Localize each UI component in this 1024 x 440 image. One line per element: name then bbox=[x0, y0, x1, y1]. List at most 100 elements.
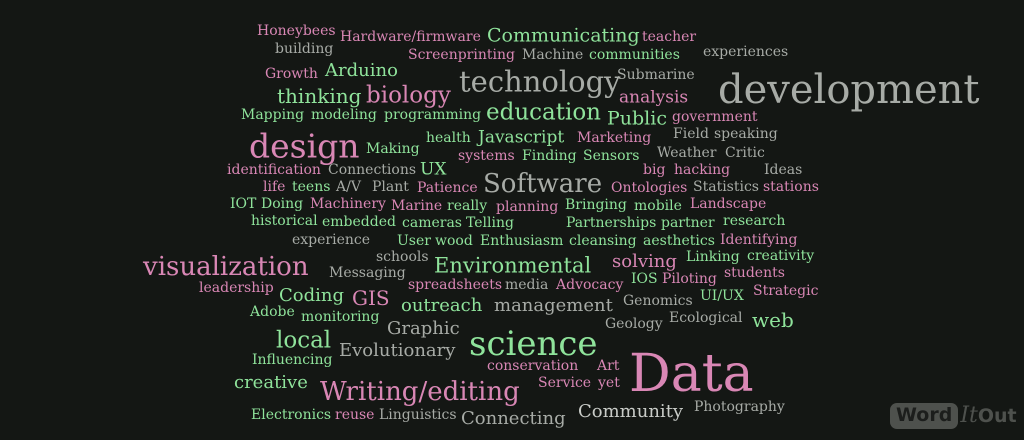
cloud-word: aesthetics bbox=[643, 233, 715, 249]
cloud-word: Coding bbox=[279, 285, 345, 306]
cloud-word: Screenprinting bbox=[408, 47, 515, 63]
cloud-word: speaking bbox=[714, 126, 778, 142]
cloud-word: User bbox=[397, 233, 431, 249]
cloud-word: Software bbox=[483, 169, 603, 199]
cloud-word: thinking bbox=[277, 84, 362, 108]
cloud-word: Machine bbox=[522, 47, 584, 63]
cloud-word: science bbox=[469, 324, 598, 364]
cloud-word: spreadsheets bbox=[408, 277, 503, 293]
cloud-word: modeling bbox=[311, 107, 377, 123]
cloud-word: Data bbox=[629, 344, 754, 404]
cloud-word: Linking bbox=[686, 249, 740, 265]
logo-out: Out bbox=[977, 404, 1017, 427]
cloud-word: design bbox=[249, 126, 360, 166]
cloud-word: Piloting bbox=[662, 271, 717, 287]
cloud-word: teens bbox=[292, 179, 331, 195]
cloud-word: UI/UX bbox=[700, 288, 744, 304]
cloud-word: Electronics bbox=[251, 407, 332, 423]
cloud-word: Geology bbox=[605, 316, 663, 332]
cloud-word: leadership bbox=[199, 280, 274, 296]
cloud-word: Marketing bbox=[577, 130, 652, 146]
cloud-word: research bbox=[723, 213, 786, 229]
cloud-word: stations bbox=[763, 179, 819, 195]
cloud-word: hacking bbox=[674, 162, 731, 178]
cloud-word: mobile bbox=[634, 198, 682, 214]
cloud-word: Community bbox=[578, 401, 684, 422]
cloud-word: IOT bbox=[230, 196, 257, 212]
cloud-word: Plant bbox=[372, 179, 409, 195]
cloud-word: Telling bbox=[466, 215, 514, 231]
cloud-word: outreach bbox=[401, 295, 483, 316]
cloud-word: Sensors bbox=[583, 148, 640, 164]
cloud-word: Patience bbox=[417, 180, 478, 196]
cloud-word: Doing bbox=[261, 196, 304, 212]
cloud-word: teacher bbox=[642, 29, 697, 45]
cloud-word: biology bbox=[366, 82, 451, 109]
cloud-word: GIS bbox=[352, 286, 390, 310]
cloud-word: Mapping bbox=[241, 107, 305, 123]
cloud-word: Javascript bbox=[478, 127, 565, 148]
cloud-word: life bbox=[263, 179, 286, 195]
cloud-word: Linguistics bbox=[379, 407, 457, 423]
cloud-word: cameras bbox=[402, 215, 462, 231]
cloud-word: creative bbox=[234, 372, 308, 393]
cloud-word: government bbox=[672, 109, 758, 125]
cloud-word: programming bbox=[384, 107, 482, 123]
cloud-word: Finding bbox=[522, 148, 577, 164]
cloud-word: identification bbox=[227, 162, 321, 178]
cloud-word: cleansing bbox=[569, 233, 637, 249]
cloud-word: creativity bbox=[747, 248, 815, 264]
cloud-word: analysis bbox=[619, 87, 689, 108]
cloud-word: Evolutionary bbox=[339, 340, 456, 361]
cloud-word: management bbox=[494, 295, 613, 316]
cloud-word: Field bbox=[673, 126, 709, 142]
cloud-word: yet bbox=[598, 375, 620, 391]
cloud-word: Honeybees bbox=[257, 23, 336, 39]
cloud-word: wood bbox=[435, 233, 473, 249]
cloud-word: conservation bbox=[487, 358, 579, 374]
cloud-word: communities bbox=[589, 47, 680, 63]
cloud-word: Making bbox=[366, 141, 420, 157]
cloud-word: technology bbox=[459, 64, 621, 99]
cloud-word: partner bbox=[661, 215, 715, 231]
cloud-word: Ecological bbox=[669, 310, 743, 326]
cloud-word: Statistics bbox=[693, 179, 759, 195]
cloud-word: experiences bbox=[703, 44, 789, 60]
cloud-word: Enthusiasm bbox=[480, 233, 564, 249]
cloud-word: health bbox=[426, 130, 471, 146]
cloud-word: UX bbox=[420, 159, 447, 180]
cloud-word: local bbox=[276, 327, 332, 354]
logo-it: It bbox=[960, 403, 978, 428]
cloud-word: experience bbox=[292, 232, 371, 248]
cloud-word: Writing/editing bbox=[320, 377, 520, 407]
cloud-word: Ideas bbox=[764, 162, 803, 178]
cloud-word: Landscape bbox=[690, 196, 767, 212]
cloud-word: Submarine bbox=[617, 67, 695, 83]
cloud-word: Communicating bbox=[487, 24, 640, 47]
cloud-word: Arduino bbox=[325, 60, 398, 81]
cloud-word: Partnerships bbox=[566, 215, 657, 231]
cloud-word: Influencing bbox=[252, 352, 333, 368]
cloud-word: Advocacy bbox=[556, 277, 624, 293]
cloud-word: really bbox=[447, 198, 488, 214]
cloud-word: reuse bbox=[335, 407, 375, 423]
cloud-word: Art bbox=[597, 358, 620, 374]
cloud-word: planning bbox=[496, 199, 559, 215]
wordle-logo: Word It Out bbox=[890, 398, 1020, 434]
cloud-word: Hardware/firmware bbox=[340, 29, 481, 45]
cloud-word: embedded bbox=[322, 214, 396, 230]
cloud-word: Messaging bbox=[329, 265, 406, 281]
cloud-word: solving bbox=[612, 251, 677, 272]
cloud-word: students bbox=[724, 265, 785, 281]
cloud-word: Public bbox=[607, 107, 667, 130]
cloud-word: visualization bbox=[143, 252, 309, 282]
cloud-word: schools bbox=[376, 249, 429, 265]
cloud-word: Strategic bbox=[753, 283, 819, 299]
cloud-word: media bbox=[505, 277, 549, 293]
cloud-word: Connecting bbox=[461, 408, 566, 429]
cloud-word: Ontologies bbox=[611, 180, 688, 196]
cloud-word: systems bbox=[458, 148, 515, 164]
cloud-word: historical bbox=[251, 213, 318, 229]
cloud-word: education bbox=[486, 99, 601, 126]
